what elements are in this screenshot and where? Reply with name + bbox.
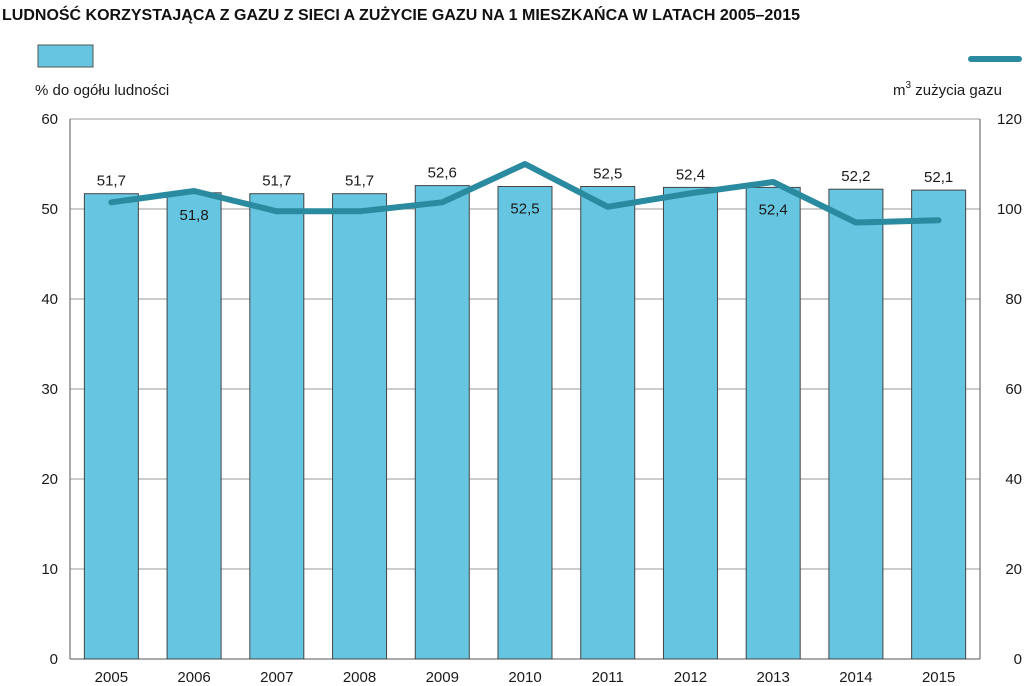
line-point <box>605 204 610 209</box>
line-point <box>109 200 114 205</box>
line-point <box>440 200 445 205</box>
x-tick-label: 2015 <box>922 669 955 686</box>
bar-value-label: 52,1 <box>924 169 953 186</box>
bar <box>249 193 305 660</box>
chart-title: LUDNOŚĆ KORZYSTAJĄCA Z GAZU Z SIECI A ZU… <box>2 5 800 24</box>
left-tick-label: 30 <box>41 381 58 398</box>
bar <box>497 186 553 660</box>
x-tick-label: 2014 <box>839 669 872 686</box>
legend-bar-swatch <box>37 44 94 68</box>
data-labels: 51,7 51,8 51,7 51,7 52,6 52,5 52,5 52,4 52,4 52,2… <box>97 165 953 224</box>
line-point <box>192 189 197 193</box>
right-tick-label: 20 <box>1005 561 1022 578</box>
x-tick-label: 2012 <box>674 669 707 686</box>
line-point <box>936 218 941 223</box>
left-axis-title: % do ogółu ludności <box>35 82 169 99</box>
x-tick-labels: 2005 2006 2007 2008 2009 2010 2011 2012 2013 2014… <box>95 669 956 686</box>
line-point <box>274 209 279 214</box>
bar-series <box>83 185 967 660</box>
left-tick-label: 0 <box>50 651 58 668</box>
right-tick-label: 80 <box>1005 291 1022 308</box>
line-point <box>771 180 776 184</box>
right-axis-title-rest: zużycia gazu <box>911 82 1002 99</box>
line-point <box>853 220 858 225</box>
x-tick-label: 2008 <box>343 669 376 686</box>
bar-value-label: 52,4 <box>759 201 788 218</box>
right-axis-title-base: m <box>893 82 906 99</box>
x-tick-label: 2006 <box>177 669 210 686</box>
right-axis-title-sup: 3 <box>906 80 912 91</box>
bar-value-label: 52,6 <box>428 165 457 182</box>
line-point <box>688 191 693 196</box>
left-tick-label: 10 <box>41 561 58 578</box>
bar <box>580 186 636 660</box>
right-axis-title: m3 zużycia gazu <box>893 80 1002 99</box>
bar-value-label: 52,2 <box>841 168 870 185</box>
right-tick-label: 120 <box>997 111 1022 128</box>
bar <box>911 189 967 660</box>
bar <box>332 193 388 660</box>
line-point <box>357 209 362 214</box>
left-tick-label: 50 <box>41 201 58 218</box>
bar-value-label: 52,5 <box>510 201 539 218</box>
left-tick-label: 60 <box>41 111 58 128</box>
right-tick-label: 40 <box>1005 471 1022 488</box>
bar-value-label: 51,7 <box>345 173 374 190</box>
bar-value-label: 51,7 <box>262 173 291 190</box>
bar-value-label: 51,8 <box>179 207 208 224</box>
left-tick-label: 20 <box>41 471 58 488</box>
bar <box>828 188 884 660</box>
x-tick-label: 2007 <box>260 669 293 686</box>
right-tick-label: 0 <box>1014 651 1022 668</box>
x-tick-label: 2005 <box>95 669 128 686</box>
bar <box>83 193 139 660</box>
bar-value-label: 52,4 <box>676 166 705 183</box>
bar <box>662 186 718 660</box>
left-tick-labels: 0 10 20 30 40 50 60 <box>41 111 58 668</box>
line-series <box>108 161 942 226</box>
bar-value-label: 52,5 <box>593 166 622 183</box>
x-tick-label: 2010 <box>508 669 541 686</box>
bar-value-label: 51,7 <box>97 173 126 190</box>
x-tick-label: 2011 <box>592 669 624 686</box>
bar <box>414 185 470 660</box>
x-tick-label: 2013 <box>756 669 789 686</box>
left-tick-label: 40 <box>41 291 58 308</box>
bar <box>166 192 222 660</box>
x-tick-label: 2009 <box>426 669 459 686</box>
bar <box>745 186 801 660</box>
right-tick-label: 100 <box>997 201 1022 218</box>
right-tick-label: 60 <box>1005 381 1022 398</box>
line-point <box>523 162 527 166</box>
right-tick-labels: 0 20 40 60 80 100 120 <box>997 111 1022 668</box>
